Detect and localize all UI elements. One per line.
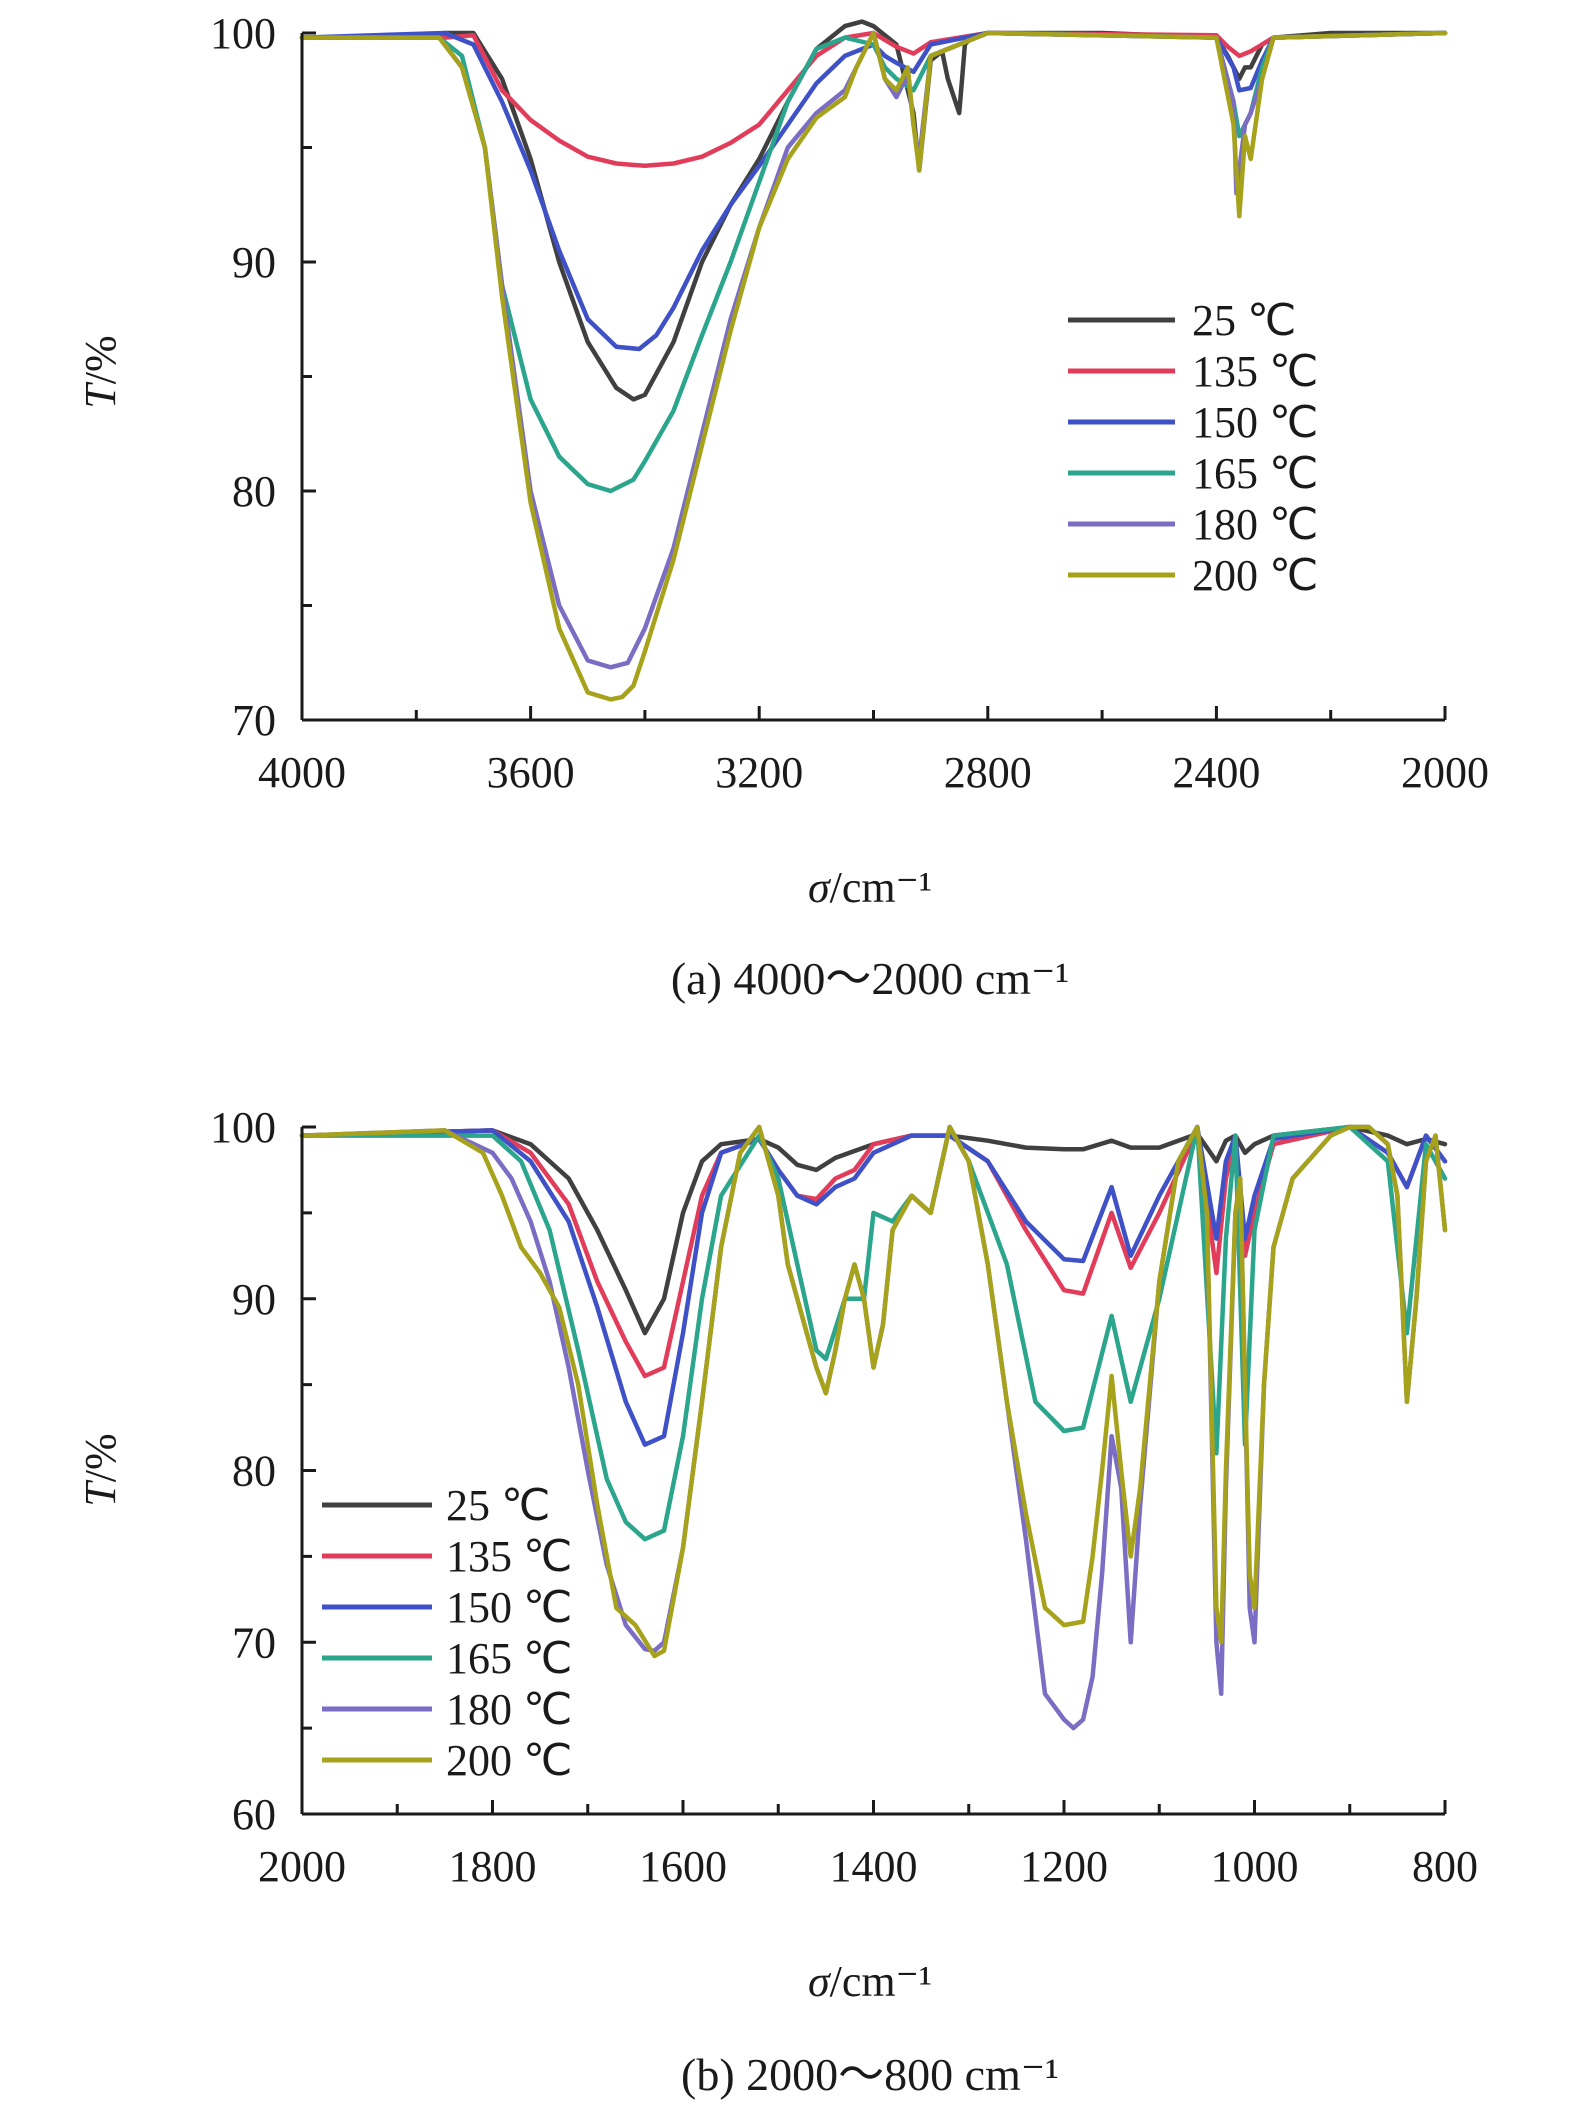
y-axis-unit-a: /% <box>76 335 125 384</box>
y-tick-label: 70 <box>232 696 276 745</box>
chart-panel-a: 70 80 90 100 4000 3600 3200 2800 2400 2000 25 ℃13… <box>76 9 1489 1004</box>
y-tick-label: 90 <box>232 1275 276 1324</box>
series-lines-b <box>299 1124 1448 1731</box>
axes-a: 70 80 90 100 4000 3600 3200 2800 2400 2000 <box>210 9 1489 797</box>
x-axis-unit-b: /cm⁻¹ <box>830 1957 932 2006</box>
y-tick-label: 100 <box>210 1103 276 1152</box>
y-axis-title-a: T/% <box>76 335 125 408</box>
axes-b: 60 70 80 90 100 2000 1800 1600 1400 1200 1000 800 <box>210 1103 1478 1891</box>
x-axis-title-a: σ/cm⁻¹ <box>808 863 932 912</box>
legend-label: 180 ℃ <box>1192 500 1318 549</box>
x-tick-label: 800 <box>1412 1842 1478 1891</box>
y-tick-label: 60 <box>232 1790 276 1839</box>
series-line-2 <box>299 30 1448 169</box>
y-axis-title-b: T/% <box>76 1433 125 1506</box>
chart-panel-b: 60 70 80 90 100 2000 1800 1600 1400 1200 1000 800 2… <box>76 1103 1478 2100</box>
series-line-6 <box>299 1124 1448 1659</box>
legend-label: 165 ℃ <box>446 1634 572 1683</box>
caption-a: (a) 4000～2000 cm⁻¹ <box>671 953 1069 1004</box>
x-axis-unit-a: /cm⁻¹ <box>830 863 932 912</box>
x-tick-label: 2000 <box>1401 748 1489 797</box>
x-tick-label: 3600 <box>487 748 575 797</box>
x-tick-label: 3200 <box>715 748 803 797</box>
x-axis-var-b: σ <box>808 1957 832 2006</box>
legend-label: 180 ℃ <box>446 1685 572 1734</box>
legend-label: 135 ℃ <box>1192 347 1318 396</box>
x-tick-label: 1200 <box>1020 1842 1108 1891</box>
y-tick-label: 100 <box>210 9 276 58</box>
caption-b: (b) 2000～800 cm⁻¹ <box>681 2049 1059 2100</box>
legend-label: 135 ℃ <box>446 1532 572 1581</box>
series-line-4 <box>299 1124 1448 1542</box>
x-axis-title-b: σ/cm⁻¹ <box>808 1957 932 2006</box>
legend-label: 25 ℃ <box>1192 296 1296 345</box>
y-tick-label: 90 <box>232 238 276 287</box>
y-axis-unit-b: /% <box>76 1433 125 1482</box>
y-axis-var-b: T <box>76 1479 125 1507</box>
y-tick-label: 80 <box>232 1447 276 1496</box>
series-line-3 <box>299 30 1448 352</box>
x-tick-label: 1400 <box>830 1842 918 1891</box>
legend-label: 200 ℃ <box>446 1736 572 1785</box>
x-tick-label: 1600 <box>639 1842 727 1891</box>
legend-label: 165 ℃ <box>1192 449 1318 498</box>
y-tick-label: 70 <box>232 1618 276 1667</box>
x-tick-label: 2000 <box>258 1842 346 1891</box>
series-line-6 <box>299 30 1448 702</box>
y-tick-label: 80 <box>232 467 276 516</box>
x-tick-label: 2400 <box>1172 748 1260 797</box>
x-tick-label: 2800 <box>944 748 1032 797</box>
legend-label: 200 ℃ <box>1192 551 1318 600</box>
x-tick-label: 1800 <box>449 1842 537 1891</box>
series-lines-a <box>299 19 1448 702</box>
legend-label: 150 ℃ <box>446 1583 572 1632</box>
series-line-3 <box>299 1124 1448 1447</box>
y-axis-var-a: T <box>76 381 125 409</box>
x-tick-label: 1000 <box>1211 1842 1299 1891</box>
x-axis-var-a: σ <box>808 863 832 912</box>
legend-label: 25 ℃ <box>446 1481 550 1530</box>
legend-label: 150 ℃ <box>1192 398 1318 447</box>
x-tick-label: 4000 <box>258 748 346 797</box>
